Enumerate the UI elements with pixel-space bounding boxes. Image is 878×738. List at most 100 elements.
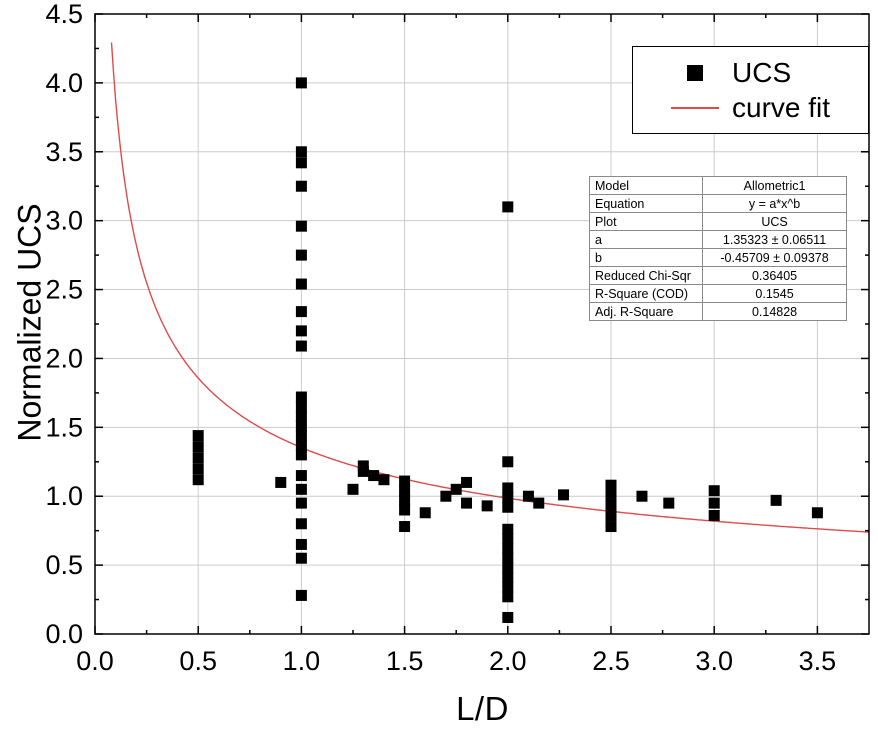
stats-table: Model Allometric1 Equation y = a*x^b Plot UCS… [588,176,847,321]
ucs-point [461,497,473,509]
ucs-point [636,490,648,502]
ucs-point [295,391,307,403]
ucs-point [708,485,720,497]
y-tick-label: 4.0 [45,68,83,98]
ucs-point [811,507,823,519]
ucs-point [605,510,617,522]
ucs-point [295,449,307,461]
stats-label: Adj. R-Square [588,302,704,321]
ucs-point [378,474,390,486]
legend-label-ucs: UCS [732,56,792,88]
stats-label: Plot [588,212,704,231]
stats-row: Plot UCS [588,212,847,231]
ucs-point [295,180,307,192]
ucs-point [502,552,514,564]
stats-label: Reduced Chi-Sqr [588,266,704,285]
ucs-point [295,430,307,442]
ucs-point [295,589,307,601]
stats-row: Reduced Chi-Sqr 0.36405 [588,266,847,285]
ucs-point [347,483,359,495]
stats-label: R-Square (COD) [588,284,704,303]
ucs-point [502,501,514,513]
ucs-point [275,476,287,488]
ucs-point [295,340,307,352]
stats-row: Equation y = a*x^b [588,194,847,213]
ucs-point [295,146,307,158]
y-axis-title: Normalized UCS [11,203,48,442]
stats-label: Equation [588,194,704,213]
ucs-point [502,482,514,494]
ucs-point [502,543,514,555]
ucs-point [192,441,204,453]
ucs-point [502,562,514,574]
ucs-point [399,494,411,506]
y-tick-label: 1.5 [45,412,83,442]
ucs-point [502,492,514,504]
ucs-point [502,456,514,468]
ucs-point [192,430,204,442]
x-tick-label: 2.5 [592,646,630,676]
y-tick-label: 0.5 [45,550,83,580]
stats-label: b [588,248,704,267]
y-tick-label: 2.0 [45,343,83,373]
ucs-point [295,306,307,318]
ucs-point [357,460,369,472]
ucs-point [357,465,369,477]
ucs-point [502,611,514,623]
x-axis-title: L/D [456,690,509,727]
stats-value: 1.35323 ± 0.06511 [702,230,847,249]
y-tick-label: 0.0 [45,619,83,649]
ucs-point [192,452,204,464]
ucs-point [295,420,307,432]
stats-value: Allometric1 [702,176,847,195]
ucs-point [192,474,204,486]
stats-row: b -0.45709 ± 0.09378 [588,248,847,267]
ucs-point [295,439,307,451]
y-tick-label: 2.5 [45,275,83,305]
x-tick-label: 0.0 [76,646,114,676]
x-tick-label: 3.0 [695,646,733,676]
stats-label: a [588,230,704,249]
ucs-point [605,498,617,510]
ucs-point [502,533,514,545]
y-tick-label: 1.0 [45,481,83,511]
stats-value: y = a*x^b [702,194,847,213]
ucs-point [502,523,514,535]
ucs-point [522,490,534,502]
ucs-point [295,470,307,482]
legend: UCS curve fit [632,46,869,134]
x-tick-label: 3.5 [799,646,837,676]
stats-value: 0.1545 [702,284,847,303]
ucs-point [502,572,514,584]
curve-fit-line-icon [671,106,719,109]
ucs-point [558,489,570,501]
curve-fit-path [110,42,870,533]
stats-label: Model [588,176,704,195]
ucs-point [295,77,307,89]
ucs-point [502,591,514,603]
ucs-point [533,497,545,509]
x-tick-label: 0.5 [179,646,217,676]
ucs-point [419,507,431,519]
ucs-point [605,479,617,491]
ucs-point [295,249,307,261]
stats-row: R-Square (COD) 0.1545 [588,284,847,303]
stats-row: Model Allometric1 [588,176,847,195]
ucs-point [295,518,307,530]
ucs-point [708,497,720,509]
ucs-point [295,552,307,564]
ucs-point [605,521,617,533]
ucs-point [399,521,411,533]
ucs-point [295,325,307,337]
ucs-point [605,487,617,499]
legend-label-curve-fit: curve fit [732,91,831,123]
stats-row: a 1.35323 ± 0.06511 [588,230,847,249]
y-tick-label: 4.5 [45,0,83,29]
y-tick-label: 3.0 [45,206,83,236]
x-tick-label: 1.5 [386,646,424,676]
ucs-point [295,497,307,509]
ucs-point [461,476,473,488]
x-tick-label: 1.0 [283,646,321,676]
